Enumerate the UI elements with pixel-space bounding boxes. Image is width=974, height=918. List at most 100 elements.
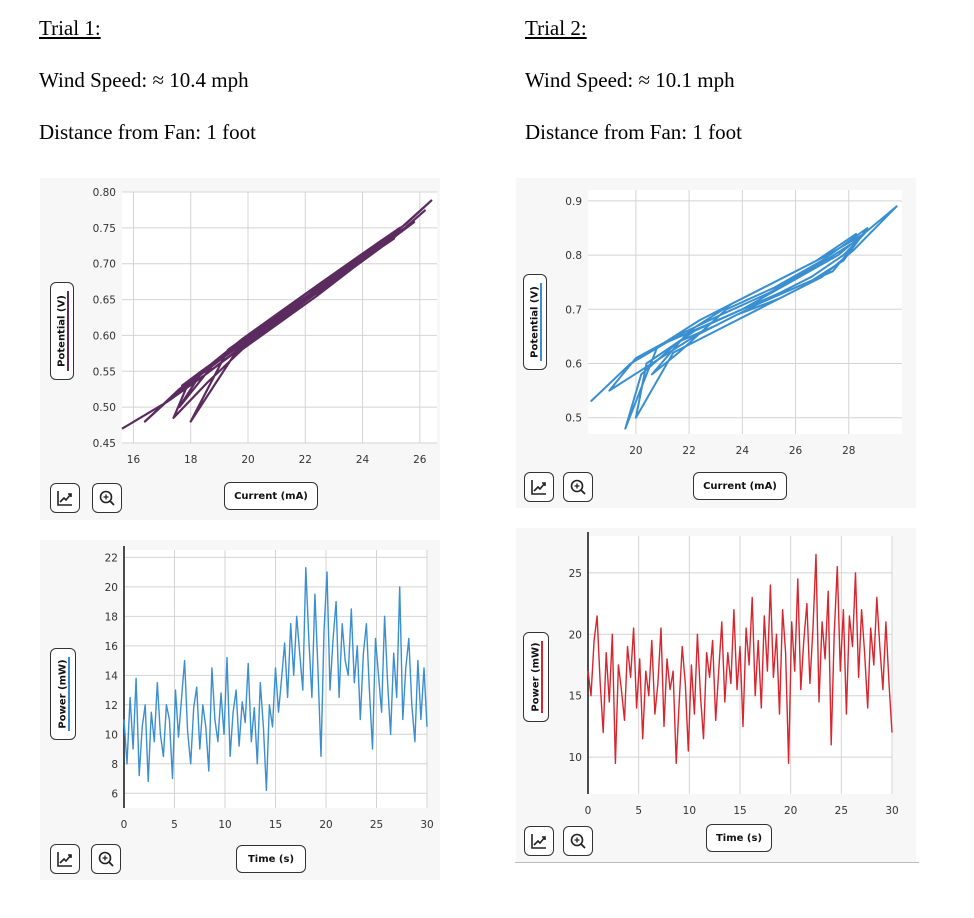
x-tick-label: 30 xyxy=(885,805,898,817)
trial1-potential-xlabel-button[interactable]: Current (mA) xyxy=(224,482,318,510)
trial2-power-chart: 0 5 10 15 20 25 30 10 15 20 25 Power (mW) Time (s) xyxy=(516,528,916,862)
x-tick-label: 22 xyxy=(682,445,695,457)
y-tick-label: 16 xyxy=(105,641,119,653)
x-tick-label: 20 xyxy=(784,805,797,817)
y-tick-label: 0.65 xyxy=(93,295,116,307)
zoom-icon xyxy=(570,479,586,495)
y-tick-label: 0.60 xyxy=(93,330,116,342)
trial1-power-ylabel: Power (mW) xyxy=(57,659,69,729)
x-tick-label: 10 xyxy=(683,805,696,817)
x-tick-label: 15 xyxy=(733,805,746,817)
divider xyxy=(515,862,919,863)
y-tick-label: 6 xyxy=(111,788,118,800)
trial1-potential-zoom-button[interactable] xyxy=(92,483,122,513)
x-tick-label: 24 xyxy=(356,454,370,466)
trial1-wind-speed: Wind Speed: ≈ 10.4 mph xyxy=(39,68,249,92)
y-tick-label: 0.45 xyxy=(93,438,116,450)
trial2-potential-legend-swatch xyxy=(540,283,542,361)
trial1-power-ylabel-button[interactable]: Power (mW) xyxy=(50,648,76,740)
graph-tools-icon xyxy=(57,491,72,506)
y-tick-label: 0.9 xyxy=(565,196,582,208)
y-tick-label: 0.75 xyxy=(93,223,116,235)
x-tick-label: 22 xyxy=(299,454,312,466)
trial1-potential-graph-tools-button[interactable] xyxy=(50,483,80,513)
y-tick-label: 10 xyxy=(569,752,582,764)
trial2-potential-zoom-button[interactable] xyxy=(563,472,593,502)
trial1-potential-ylabel-button[interactable]: Potential (V) xyxy=(50,282,74,380)
trial2-power-xlabel-button[interactable]: Time (s) xyxy=(706,824,772,852)
x-tick-label: 20 xyxy=(241,454,254,466)
trial2-power-ylabel: Power (mW) xyxy=(530,642,542,712)
trial2-header: Trial 2: Wind Speed: ≈ 10.1 mph Distance… xyxy=(525,16,742,145)
trial1-header: Trial 1: Wind Speed: ≈ 10.4 mph Distance… xyxy=(39,16,256,145)
trial1-power-zoom-button[interactable] xyxy=(91,844,121,874)
y-tick-label: 0.7 xyxy=(565,304,582,316)
y-tick-label: 0.50 xyxy=(93,402,116,414)
y-tick-label: 22 xyxy=(105,552,118,564)
x-tick-label: 25 xyxy=(370,819,383,831)
y-tick-label: 0.5 xyxy=(565,413,582,425)
y-tick-label: 12 xyxy=(105,700,118,712)
x-tick-label: 5 xyxy=(635,805,642,817)
y-tick-label: 8 xyxy=(111,759,118,771)
x-tick-label: 30 xyxy=(420,819,433,831)
x-tick-label: 5 xyxy=(171,819,178,831)
zoom-icon xyxy=(99,490,115,506)
trial2-title: Trial 2: xyxy=(525,16,587,40)
y-tick-label: 0.80 xyxy=(93,187,116,199)
y-tick-label: 0.70 xyxy=(93,259,116,271)
trial2-distance: Distance from Fan: 1 foot xyxy=(525,120,742,144)
trial2-power-zoom-button[interactable] xyxy=(563,826,593,856)
trial2-potential-xlabel-button[interactable]: Current (mA) xyxy=(693,472,787,500)
y-tick-label: 0.55 xyxy=(93,366,116,378)
y-tick-label: 0.6 xyxy=(565,359,582,371)
trial1-power-graph-tools-button[interactable] xyxy=(50,844,80,874)
y-tick-label: 20 xyxy=(105,582,118,594)
trial1-title: Trial 1: xyxy=(39,16,101,40)
x-tick-label: 20 xyxy=(319,819,332,831)
graph-tools-icon xyxy=(531,834,546,849)
x-tick-label: 16 xyxy=(127,454,141,466)
trial2-power-ylabel-button[interactable]: Power (mW) xyxy=(523,632,549,722)
trial2-potential-ylabel: Potential (V) xyxy=(529,286,541,358)
trial1-power-chart: 0 5 10 15 20 25 30 6 8 10 12 14 16 18 20 22 Power (mW) … xyxy=(40,540,440,880)
x-tick-label: 28 xyxy=(842,445,855,457)
trial2-power-graph-tools-button[interactable] xyxy=(524,826,554,856)
x-tick-label: 25 xyxy=(835,805,848,817)
x-tick-label: 15 xyxy=(269,819,282,831)
trial1-potential-chart: 16 18 20 22 24 26 0.45 0.50 0.55 0.60 0.65 0.70 0.75… xyxy=(40,178,440,520)
x-tick-label: 0 xyxy=(585,805,592,817)
x-tick-label: 18 xyxy=(184,454,197,466)
trial1-power-xlabel-button[interactable]: Time (s) xyxy=(236,845,306,873)
y-tick-label: 10 xyxy=(105,729,118,741)
y-tick-label: 0.8 xyxy=(565,250,582,262)
trial2-potential-graph-tools-button[interactable] xyxy=(524,472,554,502)
y-tick-label: 14 xyxy=(105,670,119,682)
x-tick-label: 26 xyxy=(789,445,803,457)
trial2-power-legend-swatch xyxy=(541,641,543,713)
trial1-power-legend-swatch xyxy=(68,657,70,731)
x-tick-label: 20 xyxy=(629,445,642,457)
trial2-wind-speed: Wind Speed: ≈ 10.1 mph xyxy=(525,68,735,92)
graph-tools-icon xyxy=(531,480,546,495)
series-line xyxy=(587,553,893,765)
graph-tools-icon xyxy=(57,852,72,867)
zoom-icon xyxy=(570,833,586,849)
trial2-potential-chart: 20 22 24 26 28 0.5 0.6 0.7 0.8 0.9 Potential (V) … xyxy=(516,178,916,508)
series-line xyxy=(121,199,433,430)
x-tick-label: 26 xyxy=(413,454,427,466)
x-tick-label: 0 xyxy=(121,819,128,831)
x-tick-label: 24 xyxy=(736,445,750,457)
trial1-potential-plot: 16 18 20 22 24 26 0.45 0.50 0.55 0.60 0.65 0.70 0.75… xyxy=(93,187,437,466)
series-line xyxy=(590,205,898,430)
trial1-power-plot: 0 5 10 15 20 25 30 6 8 10 12 14 16 18 20 22 xyxy=(105,546,434,831)
zoom-icon xyxy=(98,851,114,867)
trial1-distance: Distance from Fan: 1 foot xyxy=(39,120,256,144)
y-tick-label: 15 xyxy=(569,691,582,703)
trial1-potential-legend-swatch xyxy=(67,291,69,371)
y-tick-label: 20 xyxy=(569,629,582,641)
x-tick-label: 10 xyxy=(218,819,231,831)
series-line xyxy=(123,567,428,792)
trial2-potential-ylabel-button[interactable]: Potential (V) xyxy=(523,274,547,370)
y-tick-label: 25 xyxy=(569,568,582,580)
